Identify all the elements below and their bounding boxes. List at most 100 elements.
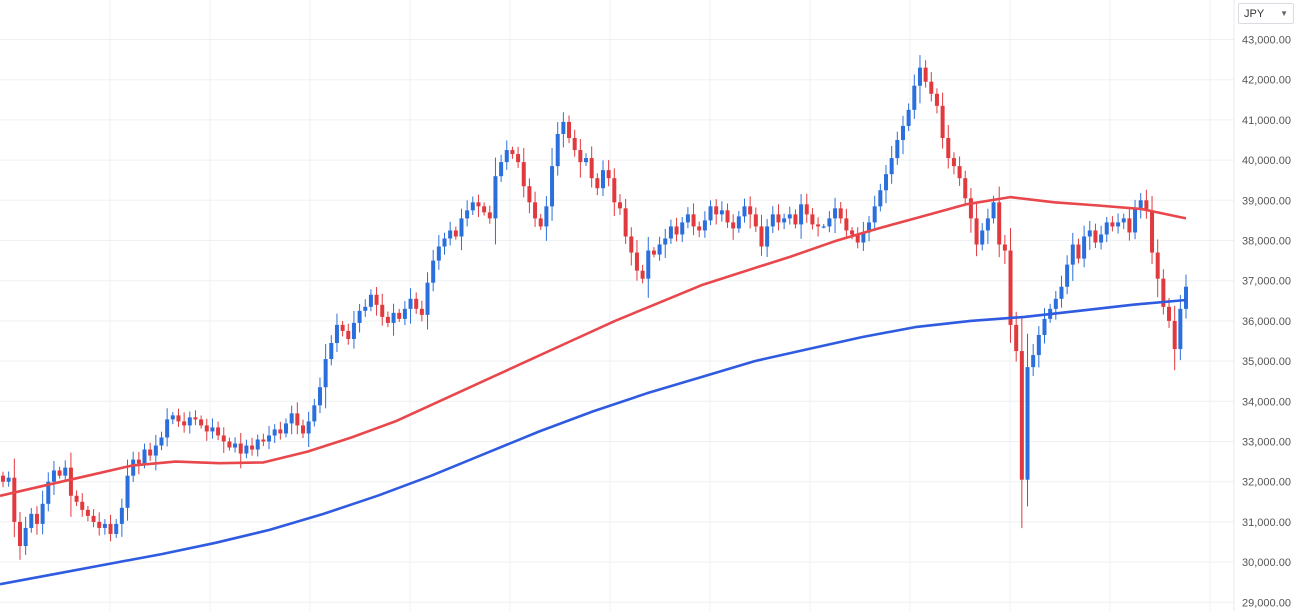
candle-up — [1082, 236, 1087, 259]
candle-down — [1127, 218, 1132, 233]
candle-down — [278, 429, 283, 434]
candle-up — [391, 312, 396, 323]
candle-down — [929, 81, 934, 94]
candle-up — [985, 218, 990, 231]
candle-down — [617, 202, 622, 209]
candle-down — [510, 150, 515, 155]
y-tick-label: 38,000.00 — [1242, 236, 1291, 248]
candle-down — [385, 316, 390, 323]
candle-up — [159, 437, 164, 446]
candle-down — [250, 445, 255, 450]
candle-up — [827, 218, 832, 227]
candle-down — [419, 308, 424, 315]
candle-down — [606, 170, 611, 179]
candle-up — [351, 322, 356, 339]
candle-up — [170, 415, 175, 420]
candle-up — [357, 310, 362, 323]
candle-up — [465, 210, 470, 219]
candle-down — [136, 459, 141, 464]
candle-down — [17, 521, 22, 547]
candle-up — [708, 206, 713, 221]
candle-down — [997, 202, 1002, 245]
grid-lines — [0, 0, 1234, 611]
y-tick-label: 41,000.00 — [1242, 115, 1291, 127]
candle-down — [1093, 230, 1098, 243]
candle-up — [436, 246, 441, 261]
candle-up — [284, 423, 289, 434]
candle-down — [934, 93, 939, 106]
candle-down — [97, 521, 102, 528]
candle-down — [374, 294, 379, 305]
currency-label: JPY — [1244, 7, 1265, 20]
candle-down — [300, 425, 305, 434]
candle-down — [397, 312, 402, 319]
candle-down — [753, 214, 758, 227]
candle-down — [634, 252, 639, 271]
candle-down — [521, 162, 526, 187]
candle-up — [63, 467, 68, 476]
candle-up — [668, 226, 673, 239]
candle-down — [816, 224, 821, 227]
candle-up — [23, 527, 28, 547]
candle-up — [131, 459, 136, 476]
candle-down — [838, 208, 843, 219]
candle-down — [227, 441, 232, 448]
candle-down — [640, 270, 645, 279]
y-tick-label: 29,000.00 — [1242, 597, 1291, 609]
candle-down — [1144, 200, 1149, 211]
candle-down — [74, 495, 79, 502]
candle-down — [538, 218, 543, 227]
candle-down — [855, 234, 860, 243]
candle-up — [561, 121, 566, 134]
candle-up — [770, 214, 775, 227]
candle-down — [793, 214, 798, 225]
candle-up — [646, 250, 651, 279]
y-tick-label: 33,000.00 — [1242, 437, 1291, 449]
candle-down — [697, 226, 702, 231]
candle-up — [6, 477, 11, 482]
candle-up — [889, 158, 894, 175]
candle-down — [204, 425, 209, 432]
candle-up — [1025, 367, 1030, 480]
candle-up — [114, 523, 119, 534]
candle-up — [861, 232, 866, 243]
candle-down — [295, 413, 300, 426]
candle-up — [244, 445, 249, 454]
candle-up — [555, 133, 560, 167]
candle-up — [833, 208, 838, 219]
y-tick-label: 34,000.00 — [1242, 396, 1291, 408]
candle-up — [1059, 286, 1064, 299]
candle-down — [108, 523, 113, 534]
candle-down — [974, 218, 979, 245]
candle-up — [680, 222, 685, 235]
candle-up — [657, 244, 662, 255]
y-tick-label: 43,000.00 — [1242, 35, 1291, 47]
candle-up — [663, 238, 668, 245]
candlestick-series — [1, 55, 1188, 560]
candle-down — [940, 105, 945, 138]
candle-down — [946, 137, 951, 159]
candle-down — [238, 443, 243, 454]
candle-down — [1019, 351, 1024, 480]
candle-up — [334, 324, 339, 344]
candle-down — [1002, 244, 1007, 251]
candle-up — [799, 204, 804, 225]
candle-down — [595, 178, 600, 189]
candle-down — [1076, 244, 1081, 259]
candle-up — [306, 421, 311, 434]
y-tick-label: 30,000.00 — [1242, 557, 1291, 569]
candle-down — [1161, 278, 1166, 307]
candle-up — [125, 475, 130, 508]
candle-up — [317, 387, 322, 406]
candle-up — [1116, 222, 1121, 227]
candle-up — [323, 359, 328, 388]
currency-dropdown[interactable]: JPY ▼ — [1238, 3, 1294, 24]
candle-down — [629, 236, 634, 253]
candle-down — [176, 415, 181, 422]
candle-down — [674, 226, 679, 235]
candle-up — [1184, 286, 1188, 309]
price-axis[interactable]: 43,000.00 42,000.00 41,000.00 40,000.00 39,0… — [1242, 35, 1291, 610]
candle-down — [346, 330, 351, 339]
candle-up — [425, 282, 430, 315]
